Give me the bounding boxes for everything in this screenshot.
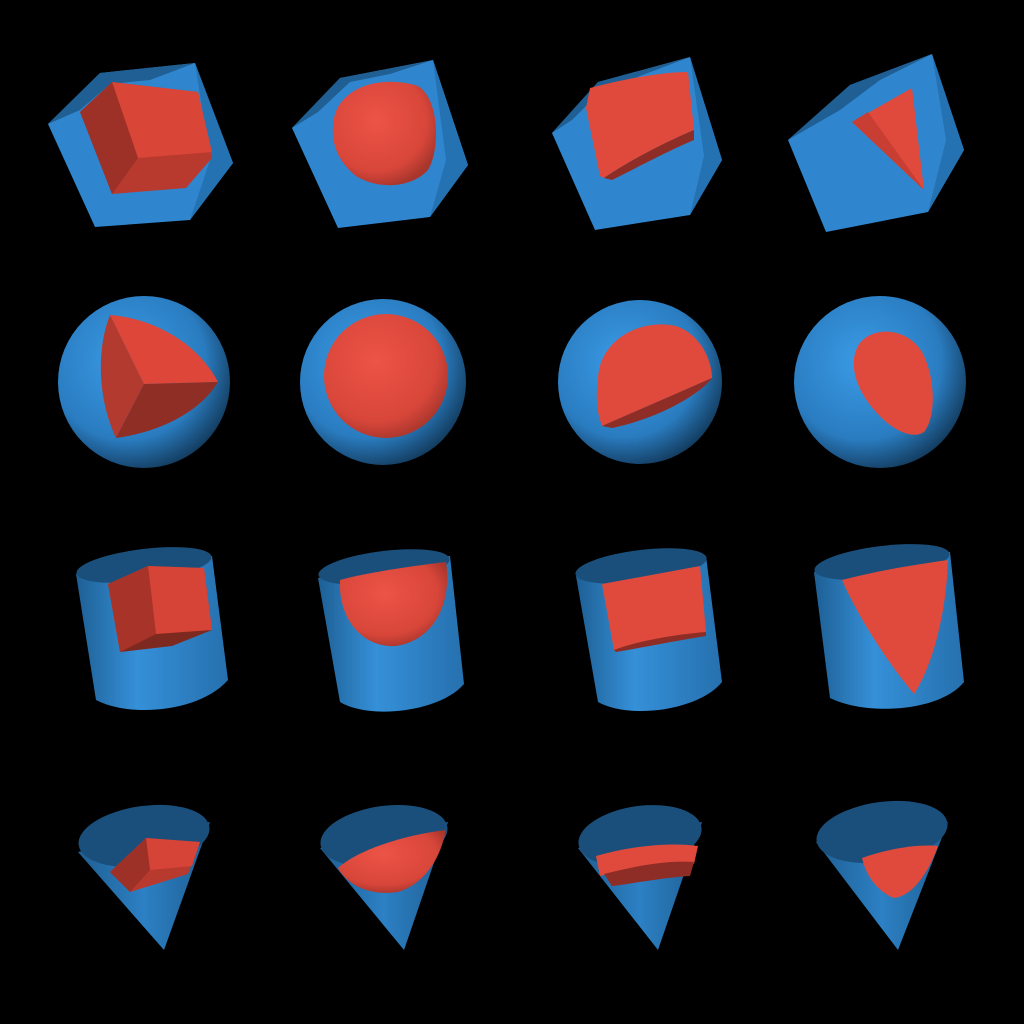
- cone-container-cylinder-inner: [578, 805, 702, 950]
- cone-container-cube-inner: [78, 804, 210, 950]
- cone-container-cone-inner: [816, 800, 948, 950]
- sphere-container-cylinder-inner: [558, 300, 722, 464]
- cube-container-sphere-inner: [292, 60, 468, 228]
- cube-container-cube-inner: [48, 63, 233, 227]
- cylinder-container-cylinder-inner: [575, 548, 722, 712]
- cylinder-container-cube-inner: [76, 547, 228, 711]
- cone-container-sphere-inner: [320, 804, 448, 950]
- cube-container-cone-inner: [788, 54, 964, 232]
- cylinder-container-cone-inner: [814, 544, 964, 709]
- cylinder-container-sphere-inner: [318, 549, 464, 712]
- sphere-container-cone-inner: [794, 296, 966, 468]
- sphere-container-cube-inner: [58, 296, 230, 468]
- cube-container-cylinder-inner: [552, 57, 722, 230]
- sphere-container-sphere-inner: [300, 299, 466, 465]
